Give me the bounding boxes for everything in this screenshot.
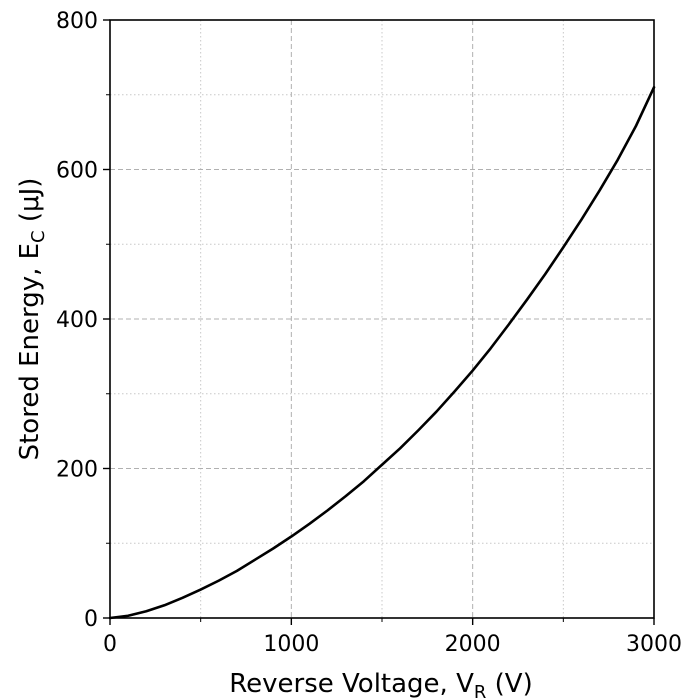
x-tick-label: 1000: [263, 632, 319, 657]
x-axis-title: Reverse Voltage, VR (V): [229, 669, 532, 700]
series-layer: [108, 85, 656, 620]
x-tick-label: 3000: [626, 632, 682, 657]
y-tick-label: 600: [56, 159, 98, 184]
x-tick-label: 0: [103, 632, 117, 657]
y-tick-label: 800: [56, 9, 98, 34]
series-line-0: [108, 85, 656, 620]
x-tick-label: 2000: [445, 632, 501, 657]
tick-labels: 0 1000 2000 3000 0 200 400 600 800: [56, 9, 682, 657]
y-tick-label: 0: [84, 607, 98, 632]
ticks: [103, 19, 655, 625]
grid: [110, 20, 654, 618]
y-tick-label: 200: [56, 458, 98, 483]
y-tick-label: 400: [56, 308, 98, 333]
y-axis-title: Stored Energy, EC (μJ): [15, 178, 49, 461]
